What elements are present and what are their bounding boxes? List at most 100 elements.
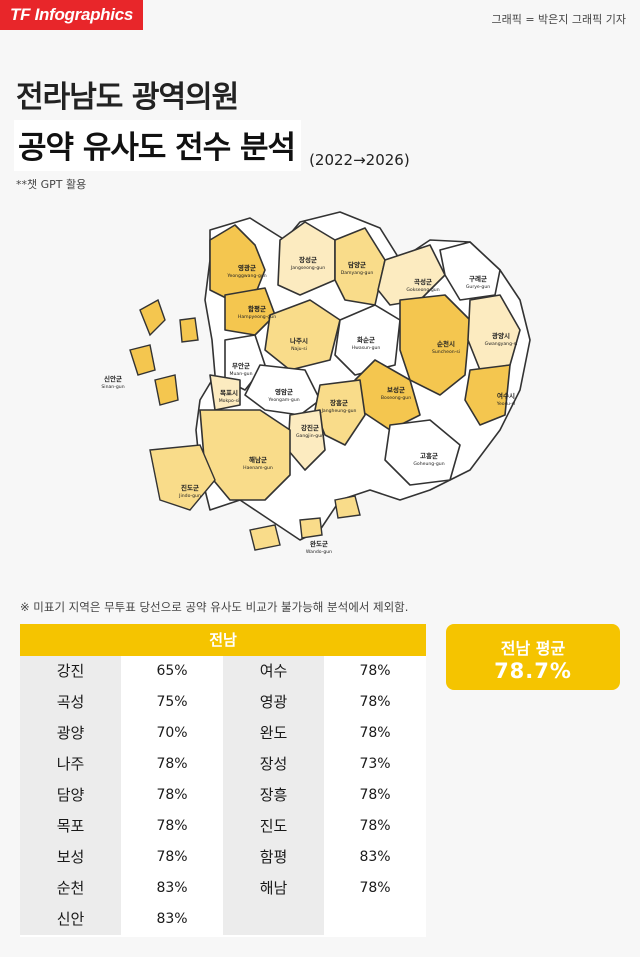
region-name: 나주 bbox=[20, 749, 121, 780]
map-region bbox=[224, 287, 276, 336]
region-name: 함평 bbox=[223, 842, 324, 873]
map-label-en: Gangjin-gun bbox=[296, 433, 324, 439]
map-label-ko: 고흥군 bbox=[420, 451, 438, 460]
similarity-value: 78% bbox=[359, 880, 391, 896]
map-island bbox=[179, 317, 199, 343]
map-label-ko: 곡성군 bbox=[414, 277, 432, 286]
region-name: 영광 bbox=[223, 687, 324, 718]
map-label-ko: 목포시 bbox=[220, 388, 238, 397]
exclusion-note: ※ 미표기 지역은 무투표 당선으로 공약 유사도 비교가 불가능해 분석에서 … bbox=[20, 600, 409, 614]
region-name: 목포 bbox=[20, 811, 121, 842]
brand-logo: TF Infographics bbox=[0, 0, 144, 30]
map-label-ko: 강진군 bbox=[301, 423, 319, 432]
map-region bbox=[439, 241, 501, 301]
similarity-value: 78% bbox=[359, 725, 391, 741]
map-region bbox=[464, 364, 511, 426]
label-cell-bg bbox=[223, 904, 324, 935]
region-name: 담양 bbox=[20, 780, 121, 811]
map-label-ko: 장흥군 bbox=[330, 398, 348, 407]
map-region bbox=[264, 299, 341, 371]
region-name: 곡성 bbox=[20, 687, 121, 718]
map-island bbox=[299, 517, 323, 539]
similarity-value: 78% bbox=[359, 818, 391, 834]
page-title: 전라남도 광역의원 bbox=[16, 80, 239, 115]
map-island bbox=[154, 374, 179, 406]
region-name: 신안 bbox=[20, 904, 121, 935]
map-label-en: Boseong-gun bbox=[381, 395, 411, 401]
region-name: 장성 bbox=[223, 749, 324, 780]
map-label-en: Jangseong-gun bbox=[290, 265, 325, 271]
map-label-ko: 화순군 bbox=[357, 335, 375, 344]
map-label-en: Sinan-gun bbox=[101, 384, 124, 390]
map-region bbox=[384, 419, 461, 486]
map-label-en: Mokpo-si bbox=[219, 398, 240, 404]
map-region bbox=[209, 224, 266, 301]
similarity-value: 75% bbox=[156, 694, 188, 710]
map-island bbox=[139, 298, 166, 337]
map-label-ko: 함평군 bbox=[248, 304, 266, 313]
subtitle-period: (2022→2026) bbox=[309, 151, 410, 169]
map-label-en: Suncheon-si bbox=[432, 349, 460, 355]
region-name: 여수 bbox=[223, 656, 324, 687]
map-label-en: Gwangyang-si bbox=[485, 341, 518, 347]
map-label-en: Gurye-gun bbox=[466, 284, 490, 290]
similarity-value: 83% bbox=[359, 849, 391, 865]
region-name: 광양 bbox=[20, 718, 121, 749]
map-label-ko: 보성군 bbox=[387, 385, 405, 394]
similarity-value: 65% bbox=[156, 663, 188, 679]
region-name: 강진 bbox=[20, 656, 121, 687]
similarity-value: 83% bbox=[156, 911, 188, 927]
similarity-value: 83% bbox=[156, 880, 188, 896]
map-region bbox=[334, 304, 401, 376]
similarity-value: 78% bbox=[156, 849, 188, 865]
gpt-note: **챗 GPT 활용 bbox=[16, 178, 87, 191]
map-region bbox=[399, 294, 471, 396]
map-label-en: Jangheung-gun bbox=[321, 408, 357, 414]
map-label-en: Hampyeong-gun bbox=[238, 314, 276, 320]
region-name: 진도 bbox=[223, 811, 324, 842]
map-label-en: Hwasun-gun bbox=[352, 345, 381, 351]
map-label-ko: 신안군 bbox=[104, 374, 122, 383]
map-label-ko: 영암군 bbox=[275, 387, 293, 396]
map-label-en: Jindo-gun bbox=[178, 493, 201, 499]
map-label-ko: 장성군 bbox=[299, 255, 317, 264]
map-label-ko: 담양군 bbox=[348, 260, 366, 269]
similarity-value: 70% bbox=[156, 725, 188, 741]
map-island bbox=[129, 344, 156, 376]
map-label-en: Yeongam-gun bbox=[267, 397, 299, 403]
region-name: 장흥 bbox=[223, 780, 324, 811]
similarity-value: 78% bbox=[359, 787, 391, 803]
map-label-ko: 여수시 bbox=[497, 391, 515, 400]
similarity-value: 78% bbox=[156, 787, 188, 803]
similarity-value: 78% bbox=[156, 818, 188, 834]
average-value: 78.7% bbox=[494, 659, 572, 683]
map-label-en: Yeosu-si bbox=[496, 401, 515, 407]
region-name: 순천 bbox=[20, 873, 121, 904]
similarity-value: 78% bbox=[156, 756, 188, 772]
map-label-en: Damyang-gun bbox=[341, 270, 374, 276]
map-label-en: Gokseong-gun bbox=[406, 287, 439, 293]
map-label-en: Muan-gun bbox=[230, 371, 253, 377]
map-label-ko: 구례군 bbox=[469, 274, 487, 283]
map-region bbox=[209, 374, 241, 411]
average-badge: 전남 평균 78.7% bbox=[446, 624, 620, 690]
similarity-value: 73% bbox=[359, 756, 391, 772]
map-region bbox=[314, 379, 366, 446]
map-label-ko: 해남군 bbox=[249, 455, 267, 464]
page-subtitle: 공약 유사도 전수 분석 (2022→2026) bbox=[14, 120, 410, 171]
map-label-ko: 광양시 bbox=[492, 331, 510, 340]
map-label-ko: 영광군 bbox=[238, 263, 256, 272]
subtitle-highlight: 공약 유사도 전수 분석 bbox=[14, 120, 302, 171]
map-label-en: Yeonggwang-gun bbox=[226, 273, 266, 279]
map-label-ko: 무안군 bbox=[232, 361, 250, 370]
similarity-value: 78% bbox=[359, 694, 391, 710]
map-label-ko: 완도군 bbox=[310, 539, 328, 548]
map-island bbox=[334, 495, 361, 519]
map-label-ko: 순천시 bbox=[437, 339, 455, 348]
table-header: 전남 bbox=[20, 624, 426, 656]
map-label-ko: 진도군 bbox=[181, 483, 199, 492]
map-label-en: Haenam-gun bbox=[243, 465, 273, 471]
map-label-en: Goheung-gun bbox=[413, 461, 444, 467]
map-island bbox=[149, 444, 216, 511]
